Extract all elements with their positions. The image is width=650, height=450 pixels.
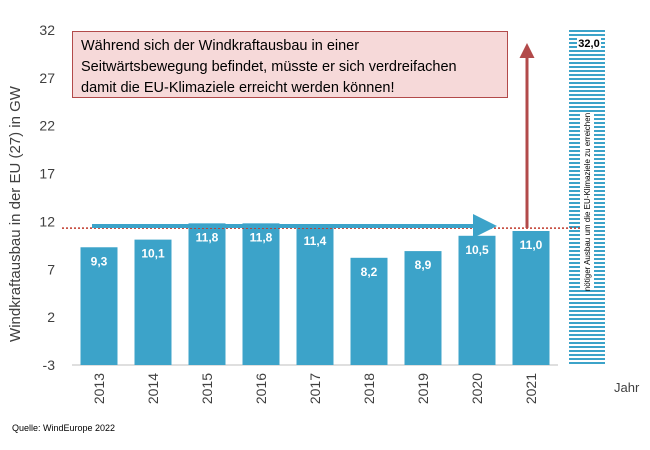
target-bar-stripe <box>569 330 605 332</box>
y-tick-label: -3 <box>43 357 56 373</box>
target-bar-stripe <box>569 62 605 64</box>
x-tick-label-2020: 2020 <box>469 373 485 404</box>
target-bar-stripe <box>569 314 605 316</box>
target-bar-stripe <box>569 98 605 100</box>
x-tick-label-2016: 2016 <box>253 373 269 404</box>
x-tick-label-2014: 2014 <box>145 373 161 404</box>
bar-2016 <box>242 223 280 365</box>
target-bar-stripe <box>569 310 605 312</box>
target-bar-stripe <box>569 74 605 76</box>
target-bar-stripe <box>569 66 605 68</box>
x-tick-label-2019: 2019 <box>415 373 431 404</box>
x-tick-label-2015: 2015 <box>199 373 215 404</box>
annotation-line-1: Während sich der Windkraftausbau in eine… <box>81 38 360 54</box>
target-note: nötiger Ausbau um die EU-Klimaziele zu e… <box>583 113 592 291</box>
target-bar-stripe <box>569 318 605 320</box>
target-bar-stripe <box>569 338 605 340</box>
data-label-2014: 10,1 <box>141 247 165 261</box>
target-bar-stripe <box>569 298 605 300</box>
target-bar-stripe <box>569 90 605 92</box>
target-bar-stripe <box>569 346 605 348</box>
target-bar-stripe <box>569 82 605 84</box>
target-bar-stripe <box>569 322 605 324</box>
y-tick-label: 7 <box>47 261 55 277</box>
data-label-2020: 10,5 <box>465 243 489 257</box>
target-value-label: 32,0 <box>578 38 599 50</box>
target-note-background <box>580 114 594 290</box>
target-bar-stripe <box>569 334 605 336</box>
x-axis-label: Jahr <box>614 380 640 395</box>
target-bar-stripe <box>569 50 605 52</box>
target-bar-stripe <box>569 102 605 104</box>
x-tick-label-2018: 2018 <box>361 373 377 404</box>
target-bar-stripe <box>569 94 605 96</box>
data-label-2016: 11,8 <box>250 230 273 244</box>
bar-2021 <box>512 231 550 365</box>
target-bar-stripe <box>569 110 605 112</box>
data-label-2018: 8,2 <box>361 265 378 279</box>
bar-2019 <box>404 251 442 365</box>
bar-2017 <box>296 227 334 365</box>
bar-2018 <box>350 257 388 365</box>
target-bar-stripe <box>569 362 605 364</box>
annotation-line-3: damit die EU-Klimaziele erreicht werden … <box>81 80 395 96</box>
bar-2013 <box>80 247 118 365</box>
x-tick-label-2021: 2021 <box>523 373 539 404</box>
target-bar-stripe <box>569 302 605 304</box>
target-bar-stripe <box>569 290 605 292</box>
target-bar-stripe <box>569 34 605 36</box>
target-bar-stripe <box>569 54 605 56</box>
target-bar-stripe <box>569 86 605 88</box>
y-tick-label: 32 <box>39 22 55 38</box>
annotation-line-2: Seitwärtsbewegung befindet, müsste er si… <box>81 59 457 75</box>
x-tick-label-2017: 2017 <box>307 373 323 404</box>
target-bar-stripe <box>569 78 605 80</box>
data-label-2021: 11,0 <box>520 238 543 252</box>
data-label-2013: 9,3 <box>91 254 108 268</box>
target-bar-stripe <box>569 326 605 328</box>
target-bar-stripe <box>569 342 605 344</box>
x-tick-label-2013: 2013 <box>91 373 107 404</box>
annotation-box: Während sich der Windkraftausbau in eine… <box>72 31 508 98</box>
target-bar-stripe <box>569 294 605 296</box>
bar-2014 <box>134 239 172 365</box>
target-bar-stripe <box>569 306 605 308</box>
target-bar-stripe <box>569 106 605 108</box>
y-tick-label: 12 <box>39 213 55 229</box>
data-label-2015: 11,8 <box>196 230 219 244</box>
data-label-2019: 8,9 <box>415 258 432 272</box>
target-bar-stripe <box>569 350 605 352</box>
target-bar-stripe <box>569 30 605 32</box>
y-tick-label: 22 <box>39 118 55 134</box>
bar-2020 <box>458 235 496 365</box>
target-bar-stripe <box>569 70 605 72</box>
target-bar-stripe <box>569 354 605 356</box>
y-tick-label: 27 <box>39 70 55 86</box>
target-bar-stripe <box>569 358 605 360</box>
y-tick-label: 2 <box>47 309 55 325</box>
target-label-background <box>577 36 601 50</box>
target-bar-stripe <box>569 58 605 60</box>
y-axis-label: Windkraftausbau in der EU (27) in GW <box>7 85 24 342</box>
bar-2015 <box>188 223 226 365</box>
data-label-2017: 11,4 <box>304 234 327 248</box>
y-tick-label: 17 <box>39 166 55 182</box>
source-note: Quelle: WindEurope 2022 <box>12 423 115 433</box>
